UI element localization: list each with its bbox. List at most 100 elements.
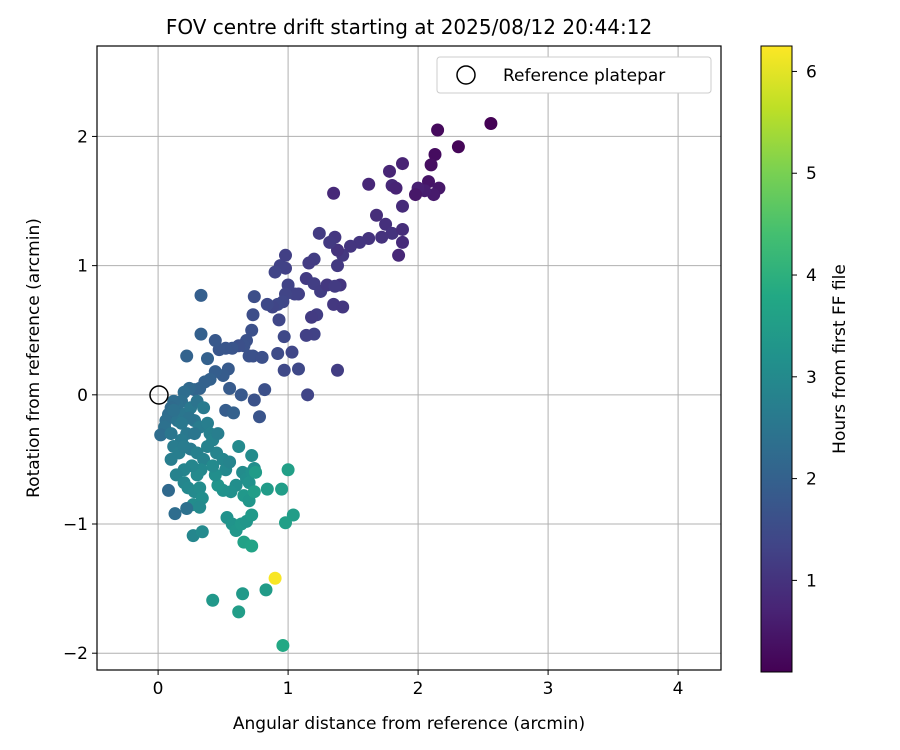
y-tick-label: −1 bbox=[63, 515, 88, 535]
data-point bbox=[279, 248, 292, 262]
data-point bbox=[197, 452, 211, 466]
data-point bbox=[194, 288, 208, 302]
data-point bbox=[451, 140, 465, 154]
data-point bbox=[208, 334, 222, 348]
data-point bbox=[245, 539, 259, 553]
legend-box bbox=[436, 56, 712, 94]
data-point bbox=[331, 259, 344, 273]
data-point bbox=[268, 571, 282, 585]
data-point bbox=[249, 465, 263, 479]
x-axis-label: Angular distance from reference (arcmin) bbox=[233, 714, 585, 734]
data-point bbox=[227, 406, 240, 420]
data-point bbox=[305, 310, 318, 324]
data-point bbox=[232, 605, 246, 619]
data-point bbox=[396, 157, 409, 171]
data-point bbox=[260, 297, 274, 311]
data-point bbox=[272, 313, 286, 327]
legend: Reference platepar bbox=[436, 56, 712, 94]
data-point bbox=[271, 346, 285, 360]
data-point bbox=[175, 416, 188, 430]
data-point bbox=[276, 638, 290, 652]
colorbar-tick-label: 1 bbox=[806, 571, 817, 591]
data-point bbox=[396, 199, 409, 213]
chart-title: FOV centre drift starting at 2025/08/12 … bbox=[166, 15, 652, 39]
colorbar-tick-label: 6 bbox=[806, 62, 817, 82]
colorbar-tick-label: 4 bbox=[806, 266, 817, 286]
legend-marker-icon bbox=[456, 65, 476, 85]
y-tick-label: 2 bbox=[77, 127, 88, 147]
data-point bbox=[259, 583, 273, 597]
grid-lines bbox=[97, 46, 721, 670]
data-point bbox=[253, 410, 266, 424]
data-point bbox=[389, 181, 403, 195]
data-point bbox=[232, 439, 246, 453]
data-point bbox=[246, 308, 260, 322]
data-point bbox=[247, 290, 261, 304]
data-point bbox=[193, 500, 207, 514]
data-point bbox=[211, 427, 225, 441]
data-point bbox=[180, 502, 194, 516]
data-point bbox=[193, 481, 207, 495]
data-point bbox=[327, 186, 341, 200]
data-point bbox=[428, 148, 442, 162]
data-point bbox=[285, 345, 299, 359]
colorbar-gradient bbox=[760, 45, 793, 673]
data-point bbox=[197, 401, 211, 415]
data-point bbox=[223, 455, 237, 469]
data-point bbox=[301, 388, 315, 402]
y-tick-label: 0 bbox=[77, 386, 88, 406]
data-point bbox=[277, 363, 291, 377]
data-point bbox=[195, 525, 209, 539]
data-points bbox=[154, 117, 498, 652]
data-point bbox=[206, 593, 220, 607]
colorbar: 1 2 3 4 5 6 Hours from first FF file bbox=[760, 45, 850, 673]
data-point bbox=[362, 177, 376, 191]
y-axis-label: Rotation from reference (arcmin) bbox=[24, 218, 44, 498]
data-point bbox=[336, 300, 350, 314]
colorbar-tick-label: 3 bbox=[806, 368, 817, 388]
data-point bbox=[201, 352, 214, 366]
data-point bbox=[236, 587, 250, 601]
axis-ticks: 0 1 2 3 4 −2 −1 0 1 2 bbox=[63, 127, 684, 699]
data-point bbox=[247, 393, 261, 407]
data-point bbox=[328, 279, 342, 293]
data-point bbox=[206, 459, 220, 473]
data-point bbox=[344, 239, 357, 253]
data-point bbox=[164, 452, 178, 466]
data-point bbox=[245, 508, 259, 522]
data-point bbox=[484, 117, 498, 131]
data-point bbox=[245, 449, 259, 463]
colorbar-label: Hours from first FF file bbox=[830, 264, 850, 454]
reference-marker bbox=[149, 385, 169, 405]
data-point bbox=[154, 428, 168, 442]
data-point bbox=[379, 217, 393, 231]
data-point bbox=[375, 230, 389, 244]
data-point bbox=[260, 482, 274, 496]
data-point bbox=[194, 327, 208, 341]
data-point bbox=[162, 483, 175, 497]
data-point bbox=[247, 485, 261, 499]
y-tick-label: −2 bbox=[63, 644, 88, 664]
data-point bbox=[167, 403, 181, 417]
data-point bbox=[201, 439, 214, 453]
data-point bbox=[211, 478, 225, 492]
data-point bbox=[312, 226, 326, 240]
data-point bbox=[275, 482, 289, 496]
x-tick-label: 1 bbox=[283, 679, 294, 699]
x-tick-label: 4 bbox=[673, 679, 684, 699]
x-tick-label: 3 bbox=[543, 679, 554, 699]
data-point bbox=[180, 349, 194, 363]
data-point bbox=[188, 427, 201, 441]
data-point bbox=[258, 383, 272, 397]
data-point bbox=[396, 222, 409, 236]
x-tick-label: 2 bbox=[413, 679, 424, 699]
data-point bbox=[409, 188, 422, 202]
data-point bbox=[396, 235, 409, 249]
data-point bbox=[288, 287, 302, 301]
data-point bbox=[277, 330, 291, 344]
data-point bbox=[279, 516, 292, 530]
data-point bbox=[424, 158, 438, 172]
data-point bbox=[164, 427, 178, 441]
data-point bbox=[234, 388, 248, 402]
data-point bbox=[201, 416, 214, 430]
